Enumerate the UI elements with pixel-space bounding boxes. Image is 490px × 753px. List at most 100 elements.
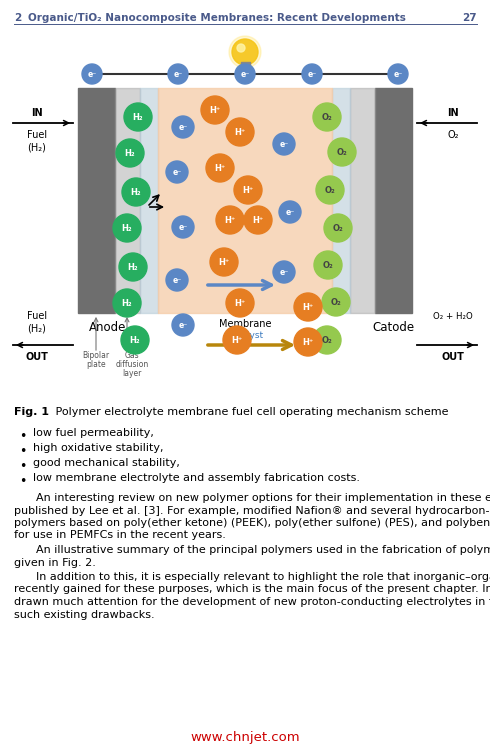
Text: e⁻: e⁻ — [178, 223, 188, 232]
Circle shape — [279, 201, 301, 223]
Circle shape — [226, 289, 254, 317]
Circle shape — [313, 326, 341, 354]
Text: Polymer electrolyte membrane fuel cell operating mechanism scheme: Polymer electrolyte membrane fuel cell o… — [52, 407, 448, 417]
Text: H⁺: H⁺ — [215, 164, 225, 173]
Text: drawn much attention for the development of new proton-conducting electrolytes i: drawn much attention for the development… — [14, 597, 490, 607]
Text: O₂: O₂ — [337, 148, 347, 157]
Text: H⁺: H⁺ — [219, 258, 230, 267]
Circle shape — [172, 314, 194, 336]
Text: IN: IN — [31, 108, 43, 118]
Text: O₂: O₂ — [447, 130, 459, 140]
Text: •: • — [19, 474, 26, 487]
Text: Bipolar: Bipolar — [82, 351, 110, 360]
Text: given in Fig. 2.: given in Fig. 2. — [14, 557, 96, 568]
Circle shape — [244, 206, 272, 234]
Text: H⁺: H⁺ — [234, 128, 245, 137]
Text: H⁺: H⁺ — [209, 106, 220, 115]
Text: O₂: O₂ — [321, 336, 332, 345]
Bar — [240, 66, 250, 69]
Bar — [78, 88, 115, 313]
Text: O₂: O₂ — [321, 113, 332, 122]
Text: published by Lee et al. [3]. For example, modified Nafion® and several hydrocarb: published by Lee et al. [3]. For example… — [14, 505, 490, 516]
Text: H⁺: H⁺ — [302, 303, 314, 312]
Bar — [158, 88, 332, 313]
Circle shape — [313, 103, 341, 131]
Text: e⁻: e⁻ — [172, 168, 182, 177]
Circle shape — [122, 178, 150, 206]
Bar — [140, 88, 158, 313]
Circle shape — [302, 64, 322, 84]
Text: •: • — [19, 444, 26, 458]
Circle shape — [273, 261, 295, 283]
Circle shape — [229, 36, 261, 68]
Text: 2: 2 — [14, 13, 21, 23]
Text: e⁻: e⁻ — [173, 70, 183, 79]
Circle shape — [235, 64, 255, 84]
Circle shape — [82, 64, 102, 84]
Text: Catalyst: Catalyst — [226, 331, 264, 340]
Circle shape — [206, 154, 234, 182]
Circle shape — [201, 96, 229, 124]
Text: O₂: O₂ — [331, 298, 342, 307]
Circle shape — [388, 64, 408, 84]
Text: layer: layer — [122, 369, 142, 378]
Text: for use in PEMFCs in the recent years.: for use in PEMFCs in the recent years. — [14, 531, 226, 541]
Circle shape — [316, 176, 344, 204]
Circle shape — [119, 253, 147, 281]
Circle shape — [234, 176, 262, 204]
Circle shape — [232, 39, 258, 65]
Text: O₂: O₂ — [325, 186, 335, 195]
Text: An interesting review on new polymer options for their implementation in these e: An interesting review on new polymer opt… — [36, 493, 490, 503]
Text: Gas: Gas — [124, 351, 139, 360]
Bar — [375, 88, 412, 313]
Text: such existing drawbacks.: such existing drawbacks. — [14, 609, 155, 620]
Text: e⁻: e⁻ — [241, 70, 249, 79]
Text: H₂: H₂ — [130, 336, 140, 345]
Circle shape — [294, 328, 322, 356]
Text: H⁺: H⁺ — [234, 299, 245, 308]
Bar — [350, 88, 375, 313]
Circle shape — [314, 251, 342, 279]
Circle shape — [172, 216, 194, 238]
Text: low fuel permeability,: low fuel permeability, — [33, 428, 154, 438]
Text: •: • — [19, 429, 26, 443]
Text: H₂: H₂ — [122, 224, 132, 233]
Circle shape — [210, 248, 238, 276]
Circle shape — [168, 64, 188, 84]
Text: Organic/TiO₂ Nanocomposite Membranes: Recent Developments: Organic/TiO₂ Nanocomposite Membranes: Re… — [28, 13, 406, 23]
Text: Fuel: Fuel — [27, 311, 47, 321]
Text: low membrane electrolyte and assembly fabrication costs.: low membrane electrolyte and assembly fa… — [33, 473, 360, 483]
Circle shape — [113, 289, 141, 317]
Text: e⁻: e⁻ — [172, 276, 182, 285]
Circle shape — [116, 139, 144, 167]
Text: Fuel: Fuel — [27, 130, 47, 140]
Text: polymers based on poly(ether ketone) (PEEK), poly(ether sulfone) (PES), and poly: polymers based on poly(ether ketone) (PE… — [14, 518, 490, 528]
Text: O₂: O₂ — [333, 224, 343, 233]
Circle shape — [237, 44, 245, 52]
Text: H₂: H₂ — [122, 299, 132, 308]
Circle shape — [121, 326, 149, 354]
Text: e⁻: e⁻ — [279, 268, 289, 277]
Bar — [115, 88, 140, 313]
Text: 27: 27 — [463, 13, 477, 23]
Text: Membrane: Membrane — [219, 319, 271, 329]
Circle shape — [324, 214, 352, 242]
Text: O₂ + H₂O: O₂ + H₂O — [433, 312, 473, 321]
Text: Anode: Anode — [89, 321, 127, 334]
Text: OUT: OUT — [441, 352, 465, 362]
Text: plate: plate — [86, 360, 106, 369]
Text: (H₂): (H₂) — [27, 323, 47, 333]
Text: H₂: H₂ — [133, 113, 143, 122]
Circle shape — [322, 288, 350, 316]
Circle shape — [216, 206, 244, 234]
Text: e⁻: e⁻ — [87, 70, 97, 79]
Circle shape — [172, 116, 194, 138]
Circle shape — [113, 214, 141, 242]
Text: H⁺: H⁺ — [302, 338, 314, 347]
Text: H⁺: H⁺ — [231, 336, 243, 345]
Text: e⁻: e⁻ — [178, 321, 188, 330]
Circle shape — [166, 269, 188, 291]
Text: Catode: Catode — [372, 321, 414, 334]
Circle shape — [273, 133, 295, 155]
Text: recently gained for these purposes, which is the main focus of the present chapt: recently gained for these purposes, whic… — [14, 584, 490, 595]
